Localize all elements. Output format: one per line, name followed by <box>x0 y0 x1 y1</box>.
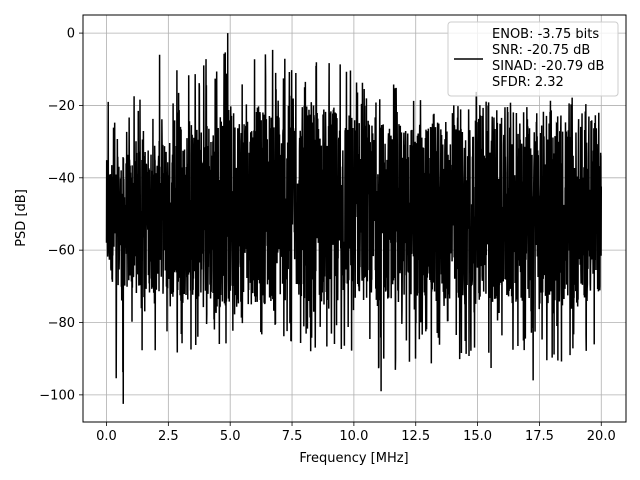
psd-line <box>105 33 603 404</box>
x-tick-label: 7.5 <box>282 429 303 444</box>
y-tick-label: −100 <box>39 388 75 403</box>
y-tick-label: −60 <box>48 244 75 259</box>
x-tick-label: 5.0 <box>220 429 241 444</box>
y-tick-label: 0 <box>67 27 75 42</box>
x-tick-label: 12.5 <box>401 429 430 444</box>
y-tick-label: −20 <box>48 99 75 114</box>
y-tick-label: −40 <box>48 171 75 186</box>
psd-series <box>105 33 603 404</box>
x-tick-label: 10.0 <box>339 429 368 444</box>
x-tick-label: 20.0 <box>587 429 616 444</box>
y-tick-label: −80 <box>48 316 75 331</box>
x-axis-label: Frequency [MHz] <box>299 451 408 466</box>
axes-frame <box>82 14 627 423</box>
x-tick-label: 17.5 <box>525 429 554 444</box>
x-axis-ticks: 0.0 2.5 5.0 7.5 10.0 12.5 15.0 17.5 20.0 <box>96 422 616 444</box>
legend-box <box>447 21 619 97</box>
legend-entry-enob: ENOB: -3.75 bits <box>492 27 599 42</box>
legend-entry-sinad: SINAD: -20.79 dB <box>492 59 604 74</box>
x-tick-label: 0.0 <box>96 429 117 444</box>
x-tick-label: 15.0 <box>463 429 492 444</box>
y-axis-label: PSD [dB] <box>14 189 29 247</box>
y-axis-ticks: 0 −20 −40 −60 −80 −100 <box>39 27 83 403</box>
legend-entry-snr: SNR: -20.75 dB <box>492 43 590 58</box>
plot-area-border <box>82 14 627 423</box>
x-tick-label: 2.5 <box>158 429 179 444</box>
legend: ENOB: -3.75 bits SNR: -20.75 dB SINAD: -… <box>447 21 619 97</box>
legend-entry-sfdr: SFDR: 2.32 <box>492 75 564 90</box>
